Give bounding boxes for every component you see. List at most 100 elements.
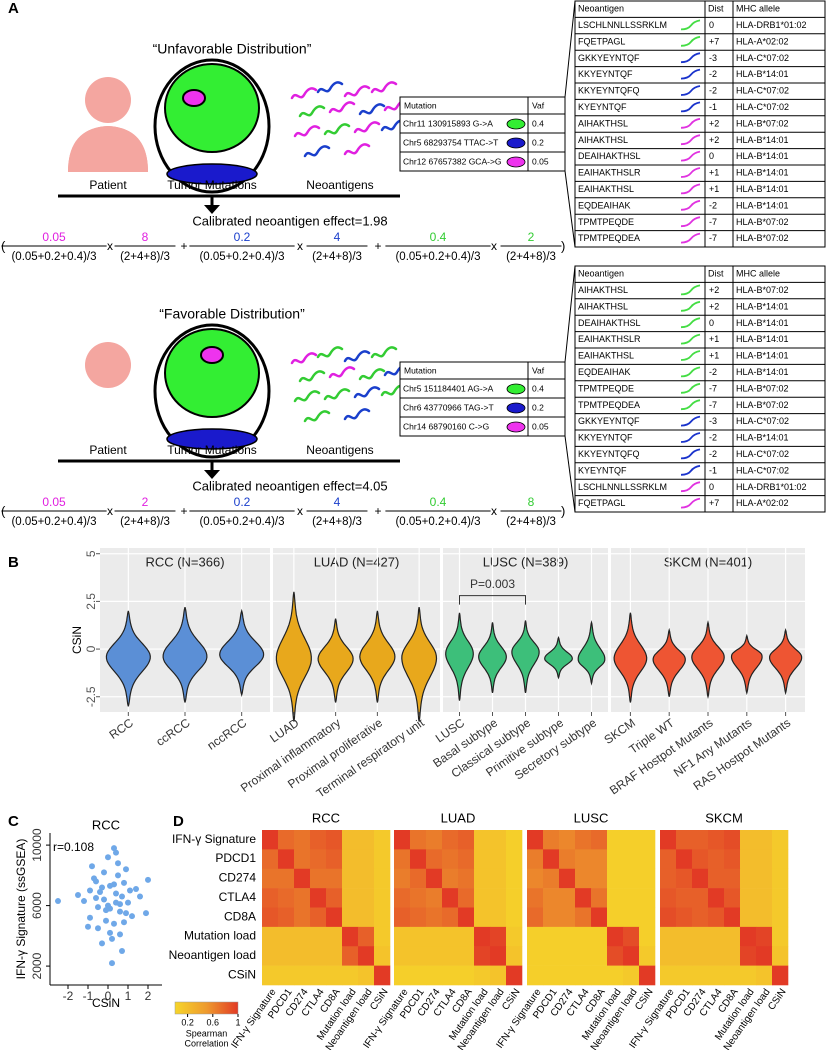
heatmap-cell xyxy=(724,946,741,966)
neoantigen-icon xyxy=(358,103,386,116)
heatmap-cell xyxy=(426,946,443,966)
x-tick-label: ccRCC xyxy=(153,715,192,748)
heatmap-cell xyxy=(458,888,475,908)
violin xyxy=(445,612,474,701)
table-cell: KYEYNTQF xyxy=(578,465,627,475)
heatmap-cell xyxy=(458,868,475,889)
heatmap-cell xyxy=(559,907,576,928)
table-cell: TPMTPEQDE xyxy=(578,383,634,393)
mutation-marker xyxy=(506,421,526,433)
table-cell: DEAIHAKTHSL xyxy=(578,151,641,161)
table-cell: HLA-C*07:02 xyxy=(736,102,789,112)
heatmap-cell xyxy=(506,946,523,966)
violin xyxy=(652,627,686,697)
point xyxy=(75,892,81,899)
heatmap-cell xyxy=(692,965,709,986)
heatmap-cell xyxy=(692,946,709,966)
y-tick-label: -2.5 xyxy=(84,686,98,707)
heatmap-cell xyxy=(724,926,741,947)
heatmap-cell xyxy=(692,907,709,928)
neoantigen-marker xyxy=(680,183,701,195)
heatmap-cell xyxy=(394,965,411,986)
x-tick-label: 0 xyxy=(105,989,112,1003)
table-cell: -3 xyxy=(709,416,717,426)
point xyxy=(93,878,99,885)
point xyxy=(55,898,61,905)
heatmap-cell xyxy=(342,849,359,870)
neoantigen-marker xyxy=(680,317,701,329)
heatmap-cell xyxy=(639,946,656,966)
heatmap-cell xyxy=(756,888,773,908)
callout-line xyxy=(564,0,576,98)
table-header: MHC allele xyxy=(736,4,780,14)
neoantigen-marker xyxy=(680,134,701,146)
neoantigen-icon xyxy=(290,352,318,365)
heatmap-cell xyxy=(374,868,391,889)
table-cell: Chr5 68293754 TTAC->T xyxy=(403,137,498,147)
heatmap-cell xyxy=(506,868,523,889)
heatmap-cell xyxy=(676,849,693,870)
table-cell: +1 xyxy=(709,168,719,178)
heatmap-cell xyxy=(543,849,560,870)
heatmap-cell xyxy=(676,907,693,928)
table-cell: LSCHLNNLLSSRKLM xyxy=(578,482,667,492)
heatmap-cell xyxy=(474,849,491,870)
heatmap-cell xyxy=(326,849,343,870)
heatmap-cell xyxy=(543,907,560,928)
heatmap-cell xyxy=(543,888,560,908)
heatmap-cell xyxy=(358,868,375,889)
heatmap-cell xyxy=(607,907,624,928)
heatmap-cell xyxy=(326,946,343,966)
heatmap-cell xyxy=(740,888,757,908)
heatmap-cell xyxy=(410,868,427,889)
point xyxy=(99,884,105,891)
heatmap-cell xyxy=(740,907,757,928)
table-cell: KKYEYNTQF xyxy=(578,69,633,79)
heatmap-cell xyxy=(575,868,592,889)
formula-symbol: ) xyxy=(561,503,565,518)
neoantigen-marker xyxy=(680,52,701,64)
table-cell: +2 xyxy=(709,285,719,295)
heatmap-cell xyxy=(410,888,427,908)
heatmap-cell xyxy=(772,868,789,889)
neoantigen-marker xyxy=(680,464,701,476)
table-cell: 0.4 xyxy=(532,118,544,128)
heatmap-cell xyxy=(374,888,391,908)
heatmap-cell xyxy=(575,830,592,850)
formula-numerator: 0.2 xyxy=(234,230,251,244)
heatmap-cell xyxy=(294,830,311,850)
heatmap-cell xyxy=(559,888,576,908)
point xyxy=(81,898,87,905)
heatmap-cell xyxy=(410,907,427,928)
heatmap-cell xyxy=(310,965,327,986)
heatmap-cell xyxy=(262,907,279,928)
neoantigen-marker xyxy=(680,284,701,296)
formula-numerator: 0.05 xyxy=(42,495,66,509)
heatmap-cell xyxy=(262,849,279,870)
violin xyxy=(577,620,606,686)
neoantigen-marker xyxy=(680,68,701,80)
heatmap-cell xyxy=(490,907,507,928)
neoantigen-marker xyxy=(680,350,701,361)
heatmap-cell xyxy=(342,888,359,908)
tumor-subclone xyxy=(200,346,224,364)
table-cell: -2 xyxy=(709,200,717,210)
heatmap-cell xyxy=(342,868,359,889)
heatmap-cell xyxy=(294,965,311,986)
table-cell: 0.05 xyxy=(532,156,549,166)
heatmap-cell xyxy=(724,849,741,870)
point xyxy=(107,882,113,889)
table-cell: +1 xyxy=(709,351,719,361)
scenario-title: “Unfavorable Distribution” xyxy=(153,41,312,57)
heatmap-cell xyxy=(374,965,391,986)
x-tick-label: 1 xyxy=(125,989,132,1003)
heatmap-cell xyxy=(676,965,693,986)
heatmap-cell xyxy=(442,907,459,928)
neoantigen-marker xyxy=(680,333,701,345)
y-tick-label: 2.5 xyxy=(84,593,98,610)
table-cell: HLA-DRB1*01:02 xyxy=(736,20,807,30)
heatmap-cell xyxy=(527,849,544,870)
icon-label: Neoantigens xyxy=(306,443,373,457)
formula-symbol: x xyxy=(297,504,303,518)
